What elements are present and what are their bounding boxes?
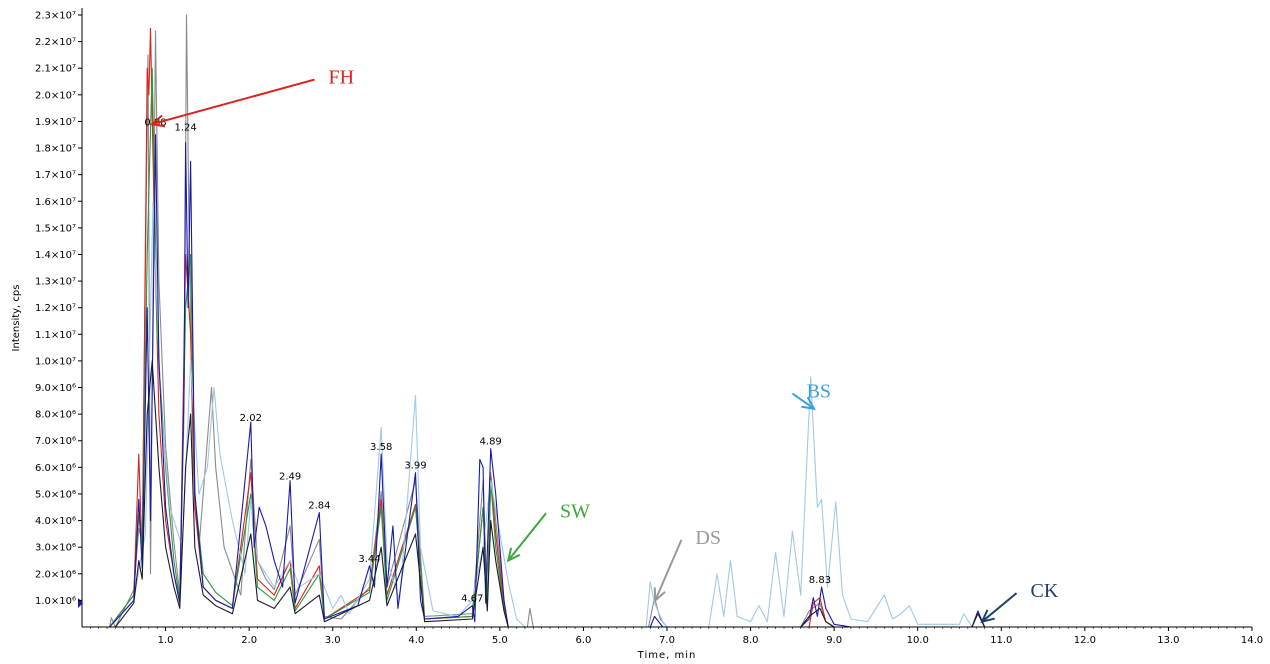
x-tick-label: 10.0 [907, 635, 929, 646]
annotation-arrow-line [507, 512, 547, 562]
y-tick-label: 8.0×10⁶ [35, 410, 76, 421]
peak-label: 2.49 [279, 471, 301, 482]
y-tick-label: 2.0×10⁷ [35, 90, 76, 101]
peak-label: 4.67 [461, 594, 483, 605]
series-line-5 [109, 134, 1252, 628]
peak-label: 2.84 [308, 501, 330, 512]
x-tick-label: 8.0 [743, 635, 759, 646]
y-tick-label: 1.3×10⁷ [35, 277, 76, 288]
series-line-4 [109, 200, 1252, 628]
annotation-arrow-line [981, 592, 1018, 623]
x-tick-label: 3.0 [325, 635, 341, 646]
annotation-arrow-line [151, 78, 315, 126]
annotations: FH BS SW DS CK [149, 67, 1059, 624]
arrow-head-icon [149, 114, 166, 128]
y-tick-label: 2.2×10⁷ [35, 37, 76, 48]
arrow-head-icon [506, 547, 521, 563]
y-tick-label: 1.7×10⁷ [35, 170, 76, 181]
peak-label: 2.02 [240, 413, 262, 424]
y-tick-label: 6.0×10⁶ [35, 463, 76, 474]
annotation-arrow-line [654, 539, 683, 601]
series-line-2 [109, 27, 1252, 628]
arrow-head-icon [653, 587, 666, 603]
arrow-head-icon [801, 396, 816, 411]
y-tick-label: 4.0×10⁶ [35, 516, 76, 527]
peak-label: 3.99 [404, 461, 426, 472]
annotation-label: CK [1031, 580, 1059, 602]
y-tick-label: 1.4×10⁷ [35, 250, 76, 261]
y-tick-label: 1.5×10⁷ [35, 223, 76, 234]
y-tick-label: 1.9×10⁷ [35, 117, 76, 128]
x-tick-label: 11.0 [990, 635, 1012, 646]
y-tick-label: 1.1×10⁷ [35, 330, 76, 341]
y-tick-label: 1.0×10⁶ [35, 596, 76, 607]
x-tick-label: 6.0 [575, 635, 591, 646]
x-tick-label: 2.0 [241, 635, 257, 646]
peak-label: 4.89 [480, 437, 502, 448]
y-tick-label: 1.8×10⁷ [35, 144, 76, 155]
series-layer [109, 14, 1252, 628]
annotation-label: SW [560, 500, 590, 522]
y-tick-label: 1.2×10⁷ [35, 303, 76, 314]
x-tick-label: 4.0 [408, 635, 424, 646]
y-tick-label: 2.0×10⁶ [35, 569, 76, 580]
y-tick-label: 7.0×10⁶ [35, 436, 76, 447]
x-tick-label: 13.0 [1157, 635, 1179, 646]
y-tick-label: 5.0×10⁶ [35, 489, 76, 500]
y-tick-label: 1.0×10⁷ [35, 356, 76, 367]
x-tick-label: 14.0 [1241, 635, 1263, 646]
y-tick-label: 2.1×10⁷ [35, 64, 76, 75]
x-tick-label: 12.0 [1074, 635, 1096, 646]
series-line-1 [109, 14, 1252, 628]
x-axis-title: Time, min [637, 650, 697, 661]
arrow-head-icon [980, 609, 995, 624]
peak-label: 1.24 [174, 123, 196, 134]
x-tick-label: 7.0 [659, 635, 675, 646]
y-axis-title: Intensity, cps [11, 285, 22, 352]
annotation-arrow-line [791, 392, 815, 410]
x-tick-label: 1.0 [158, 635, 174, 646]
annotation-label: BS [807, 381, 831, 403]
x-tick-label: 5.0 [492, 635, 508, 646]
peak-label: 3.58 [370, 442, 392, 453]
peak-label: 8.83 [809, 575, 831, 586]
x-tick-label: 9.0 [826, 635, 842, 646]
y-ticks: 1.0×10⁶ 2.0×10⁶ 3.0×10⁶ 4.0×10⁶ 5.0×10⁶ 6.0×1… [35, 11, 82, 607]
y-tick-label: 2.3×10⁷ [35, 11, 76, 22]
series-line-6 [109, 360, 1252, 628]
annotation-label: DS [695, 527, 721, 549]
peak-label: 3.44 [358, 554, 380, 565]
annotation-label: FH [329, 67, 355, 89]
x-ticks: 1.0 2.0 3.0 4.0 5.0 6.0 7.0 8.0 9.0 10.0 11.0 12.0 1… [90, 627, 1263, 646]
y-tick-label: 9.0×10⁶ [35, 383, 76, 394]
y-tick-label: 3.0×10⁶ [35, 543, 76, 554]
y-tick-label: 1.6×10⁷ [35, 197, 76, 208]
